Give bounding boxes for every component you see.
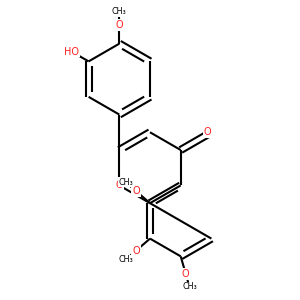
- Text: O: O: [204, 127, 212, 137]
- Text: O: O: [182, 269, 190, 279]
- Text: O: O: [132, 186, 140, 196]
- Text: CH₃: CH₃: [118, 255, 133, 264]
- Text: O: O: [116, 20, 123, 30]
- Text: CH₃: CH₃: [112, 7, 127, 16]
- Text: CH₃: CH₃: [118, 178, 133, 187]
- Text: O: O: [116, 180, 123, 190]
- Text: HO: HO: [64, 46, 79, 57]
- Text: CH₃: CH₃: [182, 283, 197, 292]
- Text: O: O: [132, 246, 140, 256]
